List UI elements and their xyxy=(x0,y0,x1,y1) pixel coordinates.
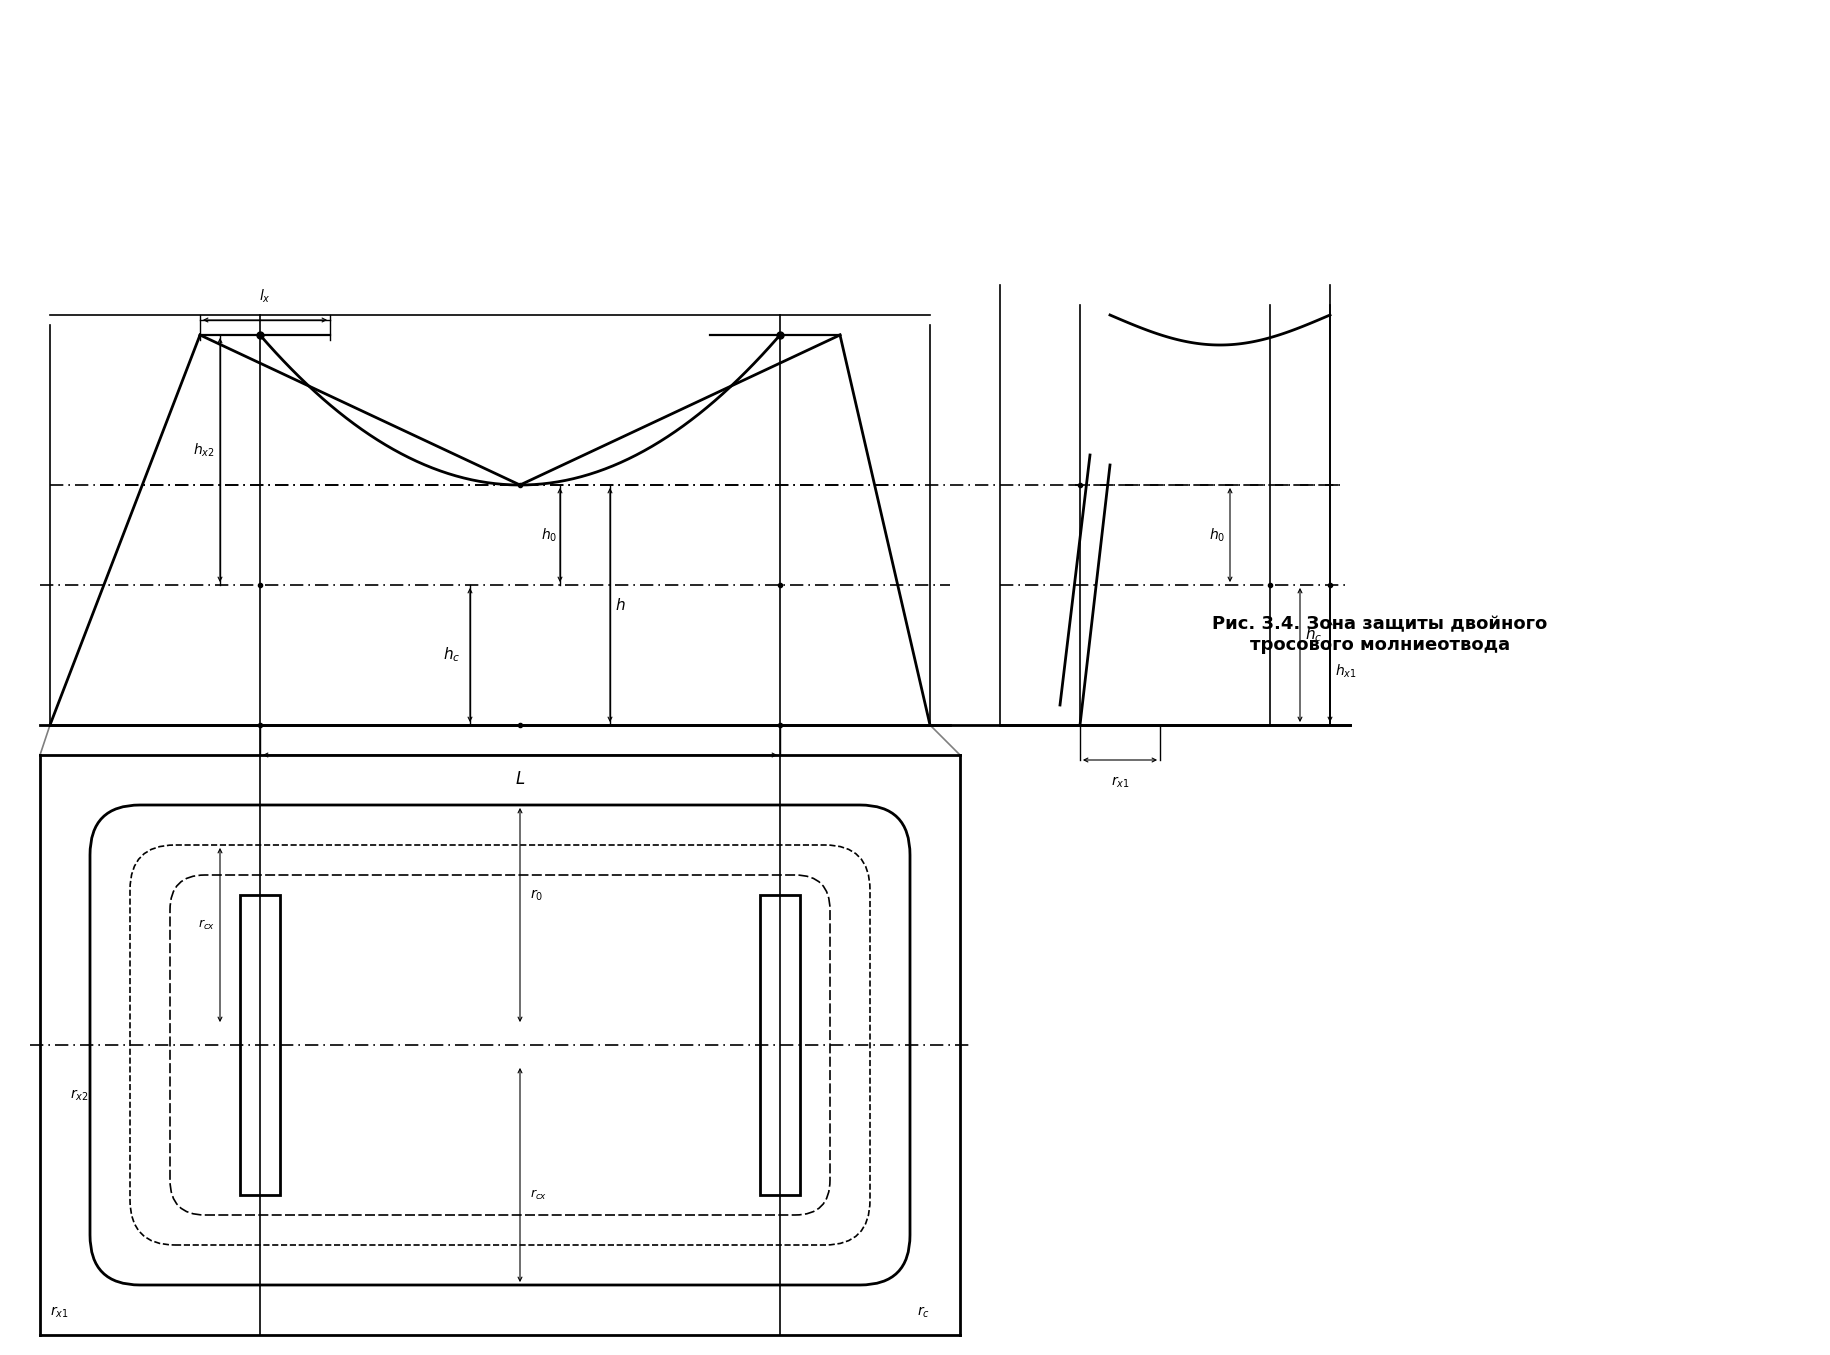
Text: $L$: $L$ xyxy=(514,770,525,789)
Bar xyxy=(240,896,280,1195)
Text: $r_{x2}$: $r_{x2}$ xyxy=(70,1087,88,1103)
Text: $r_0$: $r_0$ xyxy=(531,888,544,902)
Text: $r_{cx}$: $r_{cx}$ xyxy=(198,917,214,932)
Text: $h_0$: $h_0$ xyxy=(540,526,556,543)
Text: Рис. 3.4. Зона защиты двойного
тросового молниеотвода: Рис. 3.4. Зона защиты двойного тросового… xyxy=(1211,615,1548,654)
Text: $h_0$: $h_0$ xyxy=(1208,526,1224,543)
Text: $r_{x1}$: $r_{x1}$ xyxy=(1111,775,1129,790)
Text: $h_c$: $h_c$ xyxy=(1305,626,1323,645)
Text: $h_{x1}$: $h_{x1}$ xyxy=(1336,663,1356,680)
Text: $r_c$: $r_c$ xyxy=(917,1305,930,1320)
Text: $r_{x1}$: $r_{x1}$ xyxy=(49,1305,70,1320)
Text: $l_x$: $l_x$ xyxy=(260,287,271,305)
Bar xyxy=(759,896,800,1195)
Text: $h_{x2}$: $h_{x2}$ xyxy=(194,442,214,459)
Text: $h$: $h$ xyxy=(615,598,626,612)
Text: $r_{cx}$: $r_{cx}$ xyxy=(531,1188,547,1202)
Text: $h_c$: $h_c$ xyxy=(443,645,459,664)
